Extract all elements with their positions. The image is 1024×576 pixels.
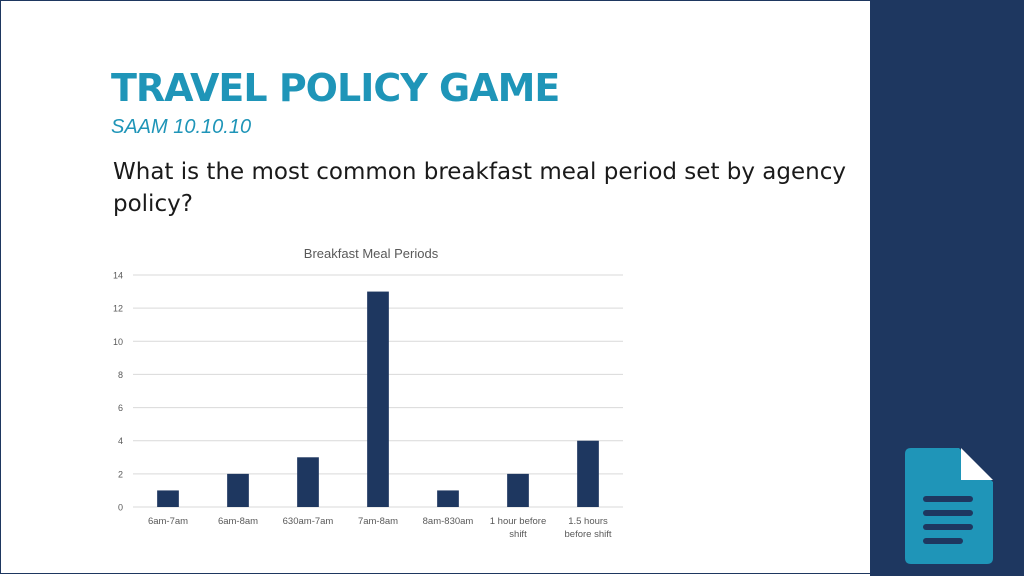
x-tick-label: 630am-7am: [283, 516, 334, 527]
slide-subtitle: SAAM 10.10.10: [111, 116, 252, 138]
y-tick-label: 2: [118, 469, 123, 479]
bars: [157, 291, 599, 507]
x-axis-ticks: 6am-7am 6am-8am 630am-7am 7am-8am 8am-830am 1…: [148, 516, 612, 540]
y-tick-label: 14: [113, 271, 123, 281]
x-tick-label: 7am-8am: [358, 516, 398, 527]
bar-5: [437, 490, 459, 507]
y-tick-label: 8: [118, 370, 123, 380]
bar-6: [507, 473, 529, 507]
y-tick-label: 6: [118, 403, 123, 413]
chart-title: Breakfast Meal Periods: [304, 246, 439, 261]
x-tick-label: 6am-7am: [148, 516, 188, 527]
y-tick-label: 4: [118, 436, 123, 446]
bar-3: [297, 457, 319, 507]
x-tick-label: 1.5 hours before shift: [565, 516, 612, 540]
x-tick-label: 6am-8am: [218, 516, 258, 527]
x-tick-label: 8am-830am: [423, 516, 474, 527]
document-icon: [905, 448, 993, 564]
bar-chart: Breakfast Meal Periods 0 2 4 6 8 10 12 14 6am-7…: [113, 246, 623, 540]
bar-7: [577, 440, 599, 507]
y-axis-ticks: 0 2 4 6 8 10 12 14: [113, 271, 123, 513]
y-tick-label: 0: [118, 503, 123, 513]
x-tick-label: 1 hour before shift: [490, 516, 547, 540]
y-tick-label: 12: [113, 304, 123, 314]
bar-2: [227, 473, 249, 507]
y-tick-label: 10: [113, 337, 123, 347]
question-text: What is the most common breakfast meal p…: [113, 159, 846, 217]
bar-4: [367, 291, 389, 507]
bar-1: [157, 490, 179, 507]
slide-title: TRAVEL POLICY GAME: [111, 66, 560, 110]
